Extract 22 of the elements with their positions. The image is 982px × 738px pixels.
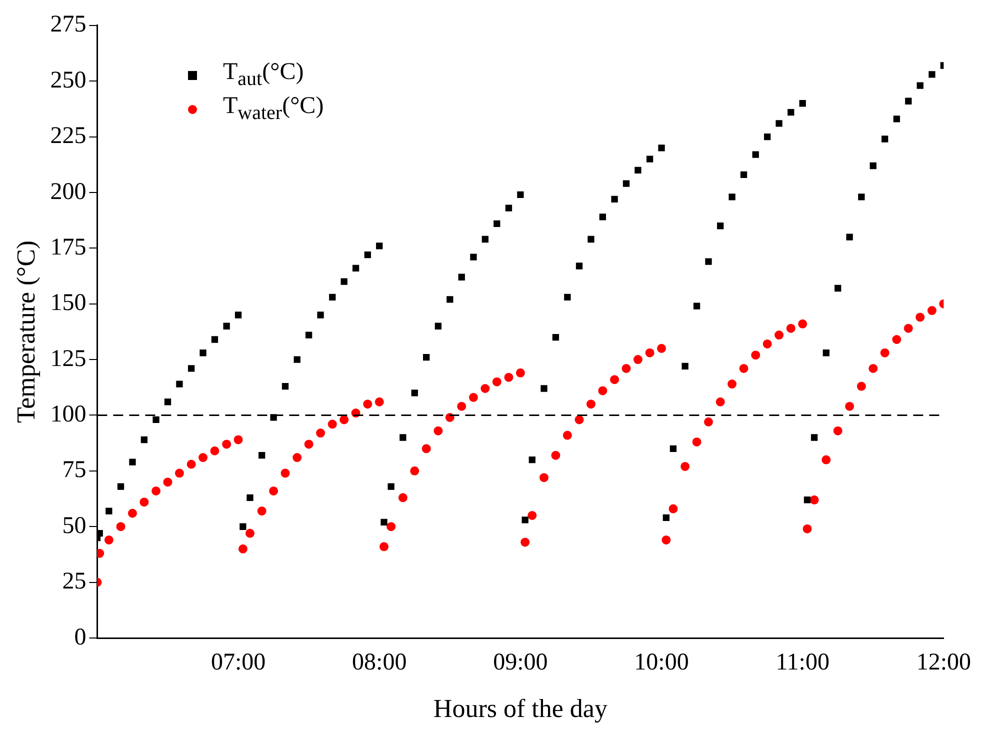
y-tick-label: 100: [50, 402, 86, 428]
x-tick-label: 09:00: [493, 650, 548, 676]
y-tick-label: 200: [50, 178, 86, 205]
y-axis-title: Temperature (°C): [11, 240, 40, 423]
y-tick-label: 50: [62, 512, 86, 539]
y-tick-label: 175: [50, 234, 86, 260]
y-tick-label: 225: [50, 123, 86, 150]
x-axis-title: Hours of the day: [433, 694, 608, 724]
y-tick-label: 25: [62, 568, 86, 595]
y-tick-label: 75: [62, 457, 86, 484]
x-tick-label: 08:00: [352, 650, 407, 676]
legend-label: T$_{aut}$(°C): [223, 59, 304, 91]
x-tick-label: 12:00: [916, 650, 971, 676]
x-tick-label: 10:00: [634, 650, 689, 676]
y-tick-label: 125: [50, 346, 86, 372]
y-tick-label: 0: [74, 624, 86, 650]
x-tick-label: 11:00: [776, 650, 830, 676]
x-tick-label: 07:00: [210, 650, 266, 676]
y-tick-label: 275: [50, 12, 86, 38]
y-tick-label: 250: [50, 67, 86, 94]
y-tick-label: 150: [50, 290, 86, 316]
legend-label: T$_{water}$(°C): [223, 93, 324, 125]
